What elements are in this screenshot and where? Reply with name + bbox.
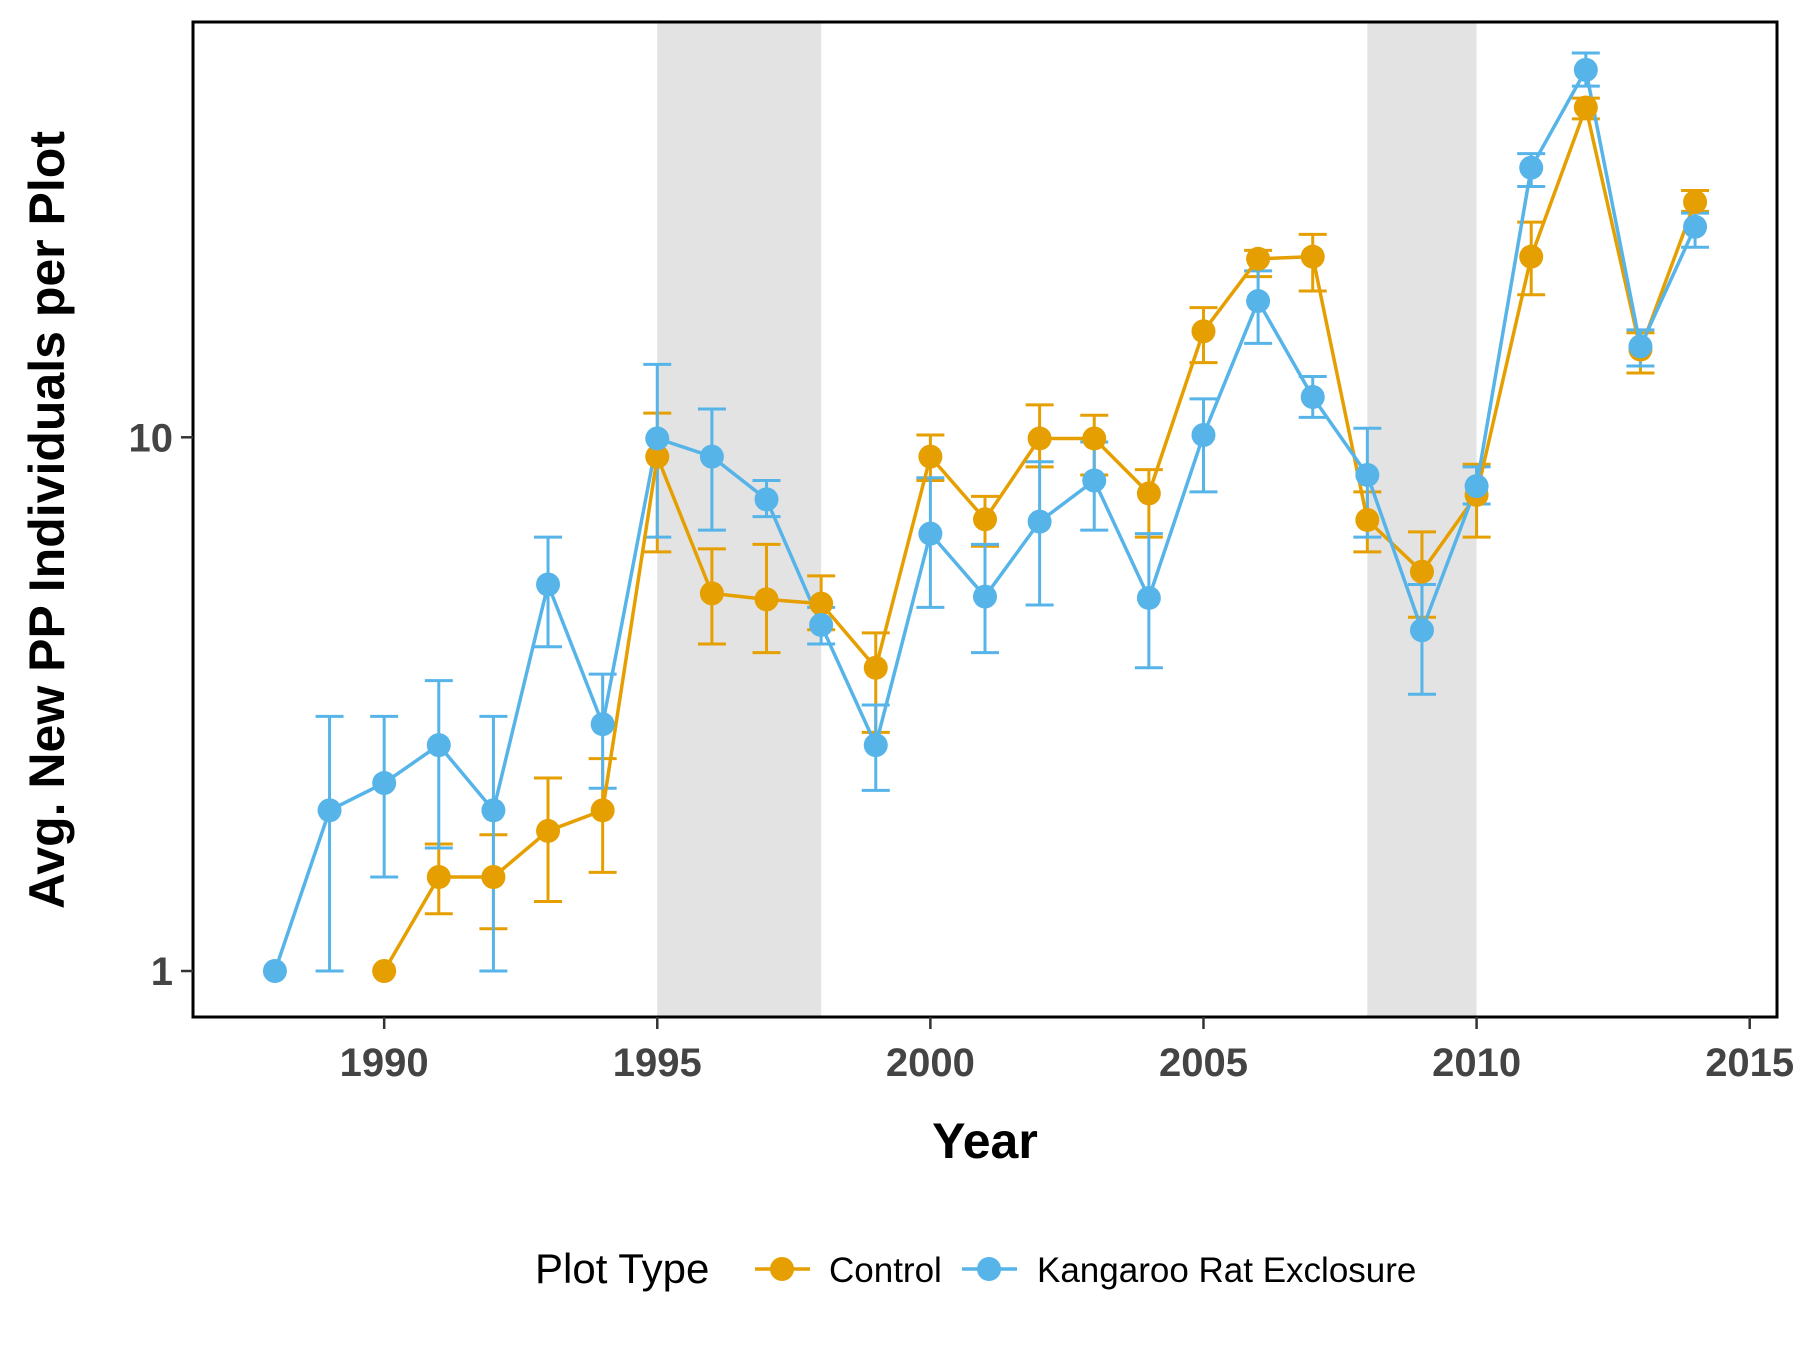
error-bar	[697, 407, 726, 532]
data-point	[699, 581, 724, 606]
data-point	[317, 798, 342, 823]
data-point	[481, 865, 506, 890]
data-point	[1136, 481, 1161, 506]
y-tick-label: 1	[151, 950, 173, 994]
data-point	[1409, 618, 1434, 643]
data-point	[1573, 57, 1598, 82]
legend-key-marker	[977, 1257, 1001, 1281]
data-point	[590, 798, 615, 823]
data-point	[699, 444, 724, 469]
data-point	[426, 865, 451, 890]
shaded-period	[657, 22, 822, 1017]
data-point	[754, 487, 779, 512]
legend-label: Kangaroo Rat Exclosure	[1037, 1251, 1416, 1290]
shaded-periods	[657, 22, 1477, 1017]
data-point	[536, 572, 561, 597]
data-point	[1027, 426, 1052, 451]
data-point	[426, 733, 451, 758]
y-axis: 1 10	[129, 416, 193, 994]
x-tick-label: 2000	[886, 1041, 975, 1085]
data-point	[1082, 468, 1107, 493]
x-tick-label: 1995	[613, 1041, 702, 1085]
x-tick-label: 1990	[340, 1041, 429, 1085]
data-point	[1464, 474, 1489, 499]
data-point	[863, 655, 888, 680]
plot-frame	[191, 20, 1779, 1019]
data-point	[1300, 244, 1325, 269]
legend: Plot Type Control Kangaroo Rat Exclosure	[535, 1245, 1416, 1292]
x-tick-label: 2010	[1432, 1041, 1521, 1085]
data-point	[1519, 155, 1544, 180]
data-point	[1683, 189, 1708, 214]
error-bar	[315, 714, 344, 973]
data-point	[863, 733, 888, 758]
data-point	[1628, 334, 1653, 359]
data-point	[1355, 462, 1380, 487]
data-point	[1355, 507, 1380, 532]
data-point	[1136, 585, 1161, 610]
data-point	[809, 612, 834, 637]
data-point	[809, 591, 834, 616]
data-point	[372, 959, 397, 984]
data-point	[536, 818, 561, 843]
error-bar	[370, 714, 399, 879]
data-point	[645, 426, 670, 451]
data-point	[1409, 559, 1434, 584]
error-bar	[424, 679, 453, 850]
data-point	[1519, 244, 1544, 269]
data-point	[590, 712, 615, 737]
data-points	[262, 57, 1708, 984]
x-axis-title: Year	[932, 1113, 1038, 1169]
data-point	[973, 584, 997, 609]
x-tick-label: 2005	[1159, 1041, 1248, 1085]
legend-key-marker	[770, 1257, 794, 1281]
y-axis-title: Avg. New PP Individuals per Plot	[19, 131, 75, 909]
data-point	[262, 959, 287, 984]
error-bars	[315, 51, 1710, 973]
data-point	[1191, 422, 1216, 447]
data-point	[481, 798, 506, 823]
data-point	[645, 444, 670, 469]
data-point	[754, 587, 779, 612]
legend-title: Plot Type	[535, 1245, 709, 1292]
x-tick-label: 2015	[1705, 1041, 1794, 1085]
data-point	[1573, 95, 1598, 120]
data-point	[372, 771, 397, 796]
y-tick-label: 10	[129, 416, 174, 460]
data-point	[918, 521, 943, 546]
data-point	[1300, 384, 1325, 409]
data-point	[1027, 509, 1052, 534]
data-point	[1191, 319, 1216, 344]
x-axis: 1990 1995 2000 2005 2010 2015	[340, 1017, 1794, 1085]
error-bar	[479, 714, 508, 973]
data-point	[1246, 289, 1271, 314]
legend-label: Control	[829, 1251, 942, 1290]
data-point	[1683, 214, 1708, 239]
data-point	[918, 444, 943, 469]
data-point	[973, 507, 997, 532]
data-point	[1082, 426, 1107, 451]
data-point	[1246, 246, 1271, 271]
